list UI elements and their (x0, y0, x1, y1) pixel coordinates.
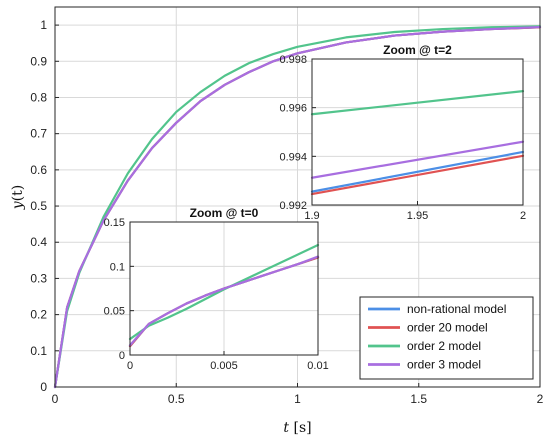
series-line-order-3-model (128, 255, 320, 347)
y-tick-label: 0.4 (30, 235, 47, 249)
x-axis-label: t [s] (283, 420, 311, 436)
y-tick-label: 0.1 (110, 261, 125, 273)
x-tick-label: 1.5 (410, 392, 427, 406)
x-tick-label: 0 (52, 392, 59, 406)
y-tick-label: 0.1 (30, 344, 47, 358)
series-group (53, 25, 542, 389)
x-tick-label: 0.01 (307, 360, 328, 372)
y-tick-label: 0.992 (279, 200, 307, 212)
inset-title: Zoom @ t=0 (190, 206, 259, 220)
y-tick-label: 0.8 (30, 90, 47, 104)
legend-label: order 2 model (407, 339, 481, 353)
series-line-order-3-model (310, 140, 525, 179)
y-axis-var: y (10, 200, 26, 210)
y-tick-label: 0.6 (30, 163, 47, 177)
series-line-non-rational-model (310, 150, 525, 193)
legend: non-rational model order 20 model order 2 … (359, 296, 534, 380)
x-tick-label: 0.005 (210, 360, 238, 372)
series-line-order-3-model (53, 25, 542, 389)
y-tick-label: 0.5 (30, 199, 47, 213)
inset-zoom-t0: 0 0.005 0.01 0 0.05 0.1 0.15 Zoom @ t=0 (104, 206, 329, 372)
y-tick-label: 0.3 (30, 271, 47, 285)
x-tick-label: 1 (294, 392, 301, 406)
x-axis-unit: [s] (293, 420, 311, 436)
y-tick-label: 0.996 (279, 103, 307, 115)
y-tick-label: 0.05 (104, 306, 125, 318)
x-axis-var: t (283, 420, 293, 436)
legend-label: order 20 model (407, 321, 488, 335)
x-tick-label: 2 (520, 210, 526, 222)
y-tick-label: 0 (40, 380, 47, 394)
y-tick-label: 1 (40, 18, 47, 32)
series-group (310, 90, 525, 196)
series-line-order-20-model (310, 154, 525, 196)
series-group (128, 243, 320, 348)
series-line-order-2-model (310, 90, 525, 116)
y-axis-arg: (t) (10, 185, 26, 202)
y-axis-label: y(t) (10, 185, 26, 210)
x-tick-label: 1.95 (407, 210, 428, 222)
x-tick-label: 0 (127, 360, 133, 372)
x-tick-label: 2 (537, 392, 544, 406)
y-tick-label: 0 (119, 350, 125, 362)
inset-zoom-t2: 1.9 1.95 2 0.992 0.994 0.996 0.998 Zoom @ t=2 (279, 43, 526, 222)
y-tick-label: 0.2 (30, 308, 47, 322)
y-tick-label: 0.15 (104, 217, 125, 229)
legend-label: order 3 model (407, 358, 481, 372)
legend-label: non-rational model (407, 302, 506, 316)
y-tick-label: 0.998 (279, 54, 307, 66)
inset-title: Zoom @ t=2 (383, 43, 452, 57)
y-tick-label: 0.994 (279, 151, 307, 163)
y-tick-label: 0.7 (30, 127, 47, 141)
y-tick-label: 0.9 (30, 54, 47, 68)
x-tick-label: 1.9 (304, 210, 319, 222)
x-tick-label: 0.5 (168, 392, 185, 406)
